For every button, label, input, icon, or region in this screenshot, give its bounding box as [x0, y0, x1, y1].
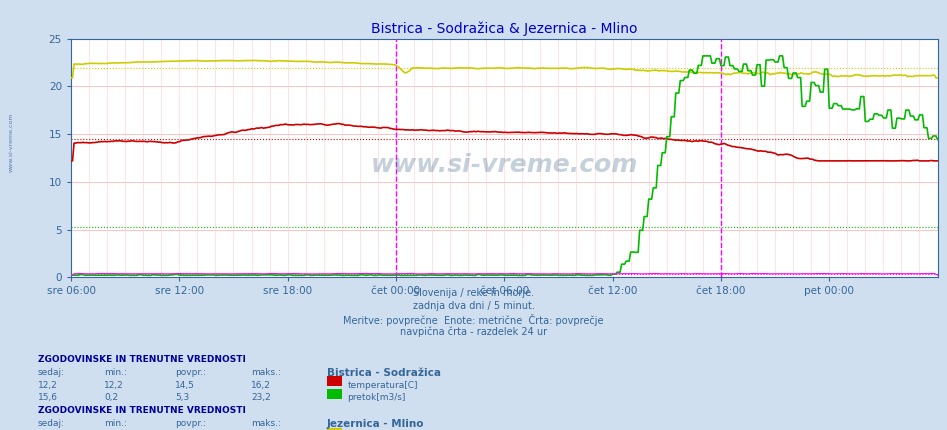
Title: Bistrica - Sodražica & Jezernica - Mlino: Bistrica - Sodražica & Jezernica - Mlino	[371, 22, 637, 36]
Text: sedaj:: sedaj:	[38, 419, 65, 428]
Text: 0,2: 0,2	[104, 393, 118, 402]
Text: temperatura[C]: temperatura[C]	[348, 381, 418, 390]
Text: ZGODOVINSKE IN TRENUTNE VREDNOSTI: ZGODOVINSKE IN TRENUTNE VREDNOSTI	[38, 406, 246, 415]
Text: Meritve: povprečne  Enote: metrične  Črta: povprečje: Meritve: povprečne Enote: metrične Črta:…	[343, 314, 604, 326]
Text: maks.:: maks.:	[251, 419, 281, 428]
Text: 16,2: 16,2	[251, 381, 271, 390]
Text: www.si-vreme.com: www.si-vreme.com	[370, 153, 638, 177]
Text: 5,3: 5,3	[175, 393, 189, 402]
Text: 15,6: 15,6	[38, 393, 58, 402]
Text: povpr.:: povpr.:	[175, 368, 206, 377]
Text: navpična črta - razdelek 24 ur: navpična črta - razdelek 24 ur	[400, 327, 547, 337]
Text: 12,2: 12,2	[104, 381, 124, 390]
Text: Slovenija / reke in morje.: Slovenija / reke in morje.	[413, 288, 534, 298]
Text: zadnja dva dni / 5 minut.: zadnja dva dni / 5 minut.	[413, 301, 534, 311]
Text: min.:: min.:	[104, 419, 127, 428]
Text: sedaj:: sedaj:	[38, 368, 65, 377]
Text: Jezernica - Mlino: Jezernica - Mlino	[327, 419, 424, 429]
Text: Bistrica - Sodražica: Bistrica - Sodražica	[327, 368, 440, 378]
Text: 12,2: 12,2	[38, 381, 58, 390]
Text: maks.:: maks.:	[251, 368, 281, 377]
Text: 14,5: 14,5	[175, 381, 195, 390]
Text: www.si-vreme.com: www.si-vreme.com	[9, 112, 14, 172]
Text: min.:: min.:	[104, 368, 127, 377]
Text: ZGODOVINSKE IN TRENUTNE VREDNOSTI: ZGODOVINSKE IN TRENUTNE VREDNOSTI	[38, 355, 246, 364]
Text: 23,2: 23,2	[251, 393, 271, 402]
Text: povpr.:: povpr.:	[175, 419, 206, 428]
Text: pretok[m3/s]: pretok[m3/s]	[348, 393, 406, 402]
